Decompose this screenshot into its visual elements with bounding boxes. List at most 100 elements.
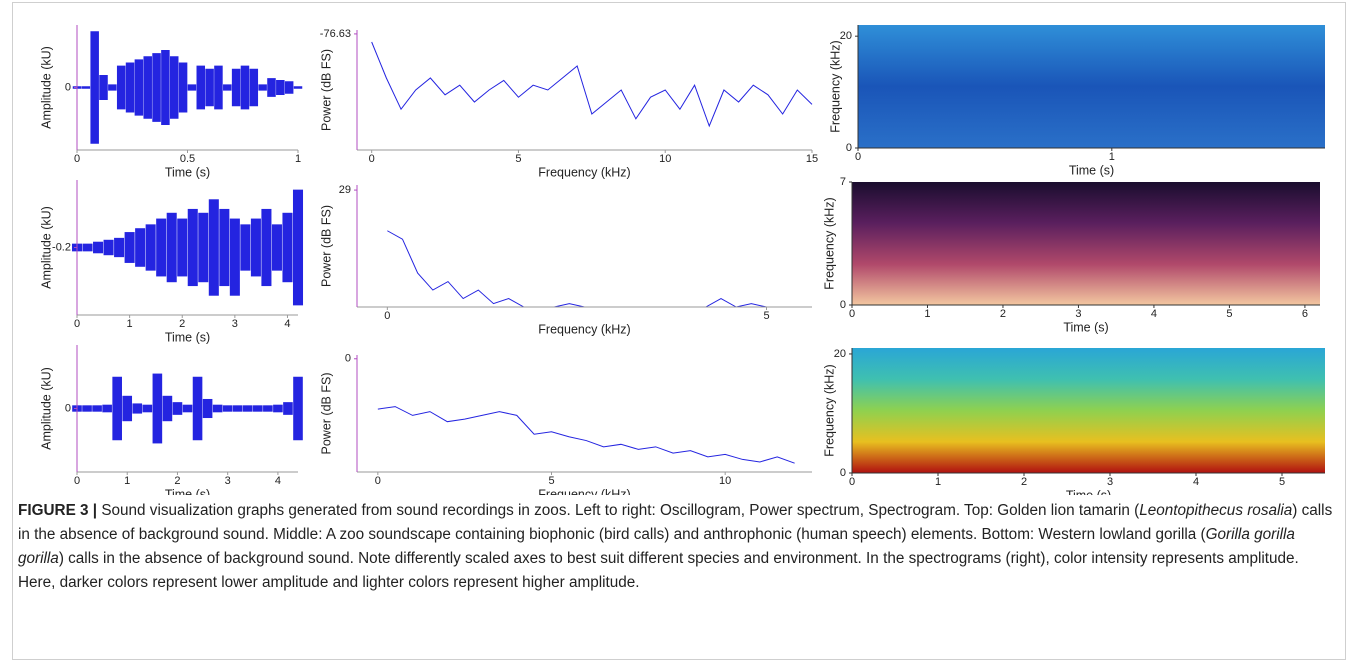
waveform-segment <box>116 65 126 110</box>
caption-text: ) calls in the absence of background sou… <box>18 550 1299 591</box>
y-tick-label: 7 <box>840 176 846 188</box>
waveform-segment <box>124 232 135 263</box>
waveform-segment <box>178 62 188 113</box>
x-tick-label: 0 <box>74 153 80 165</box>
waveform-segment <box>169 56 179 119</box>
waveform-segment <box>282 212 293 283</box>
x-tick-label: 5 <box>548 475 554 487</box>
waveform-segment <box>223 84 232 91</box>
waveform-segment <box>273 404 283 413</box>
waveform-segment <box>293 376 303 441</box>
waveform-segment <box>253 405 263 412</box>
x-tick-label: 5 <box>1226 308 1232 320</box>
waveform-segment <box>231 68 241 107</box>
waveform-segment <box>99 75 108 100</box>
waveform-segment <box>177 218 188 277</box>
x-tick-label: 15 <box>806 153 818 165</box>
x-axis-label: Time (s) <box>165 330 210 344</box>
waveform-segment <box>135 228 146 267</box>
y-tick-label: 0 <box>65 402 71 414</box>
y-axis-label: Frequency (kHz) <box>828 40 842 132</box>
y-tick-label: -76.63 <box>320 28 351 40</box>
x-axis-label: Frequency (kHz) <box>538 322 630 336</box>
waveform-segment <box>82 243 93 252</box>
waveform-segment <box>292 189 304 306</box>
waveform-segment <box>240 65 250 110</box>
waveform-segment <box>125 62 135 113</box>
y-tick-label: 0 <box>840 299 846 311</box>
waveform-segment <box>198 212 209 283</box>
spectrogram-image <box>852 348 1325 473</box>
x-tick-label: 10 <box>719 475 731 487</box>
x-tick-label: 1 <box>295 153 301 165</box>
waveform-segment <box>152 373 163 444</box>
x-tick-label: 3 <box>232 318 238 330</box>
x-tick-label: 6 <box>1302 308 1308 320</box>
x-axis-label: Frequency (kHz) <box>538 165 630 179</box>
x-axis-label: Frequency (kHz) <box>538 487 630 495</box>
waveform-segment <box>102 404 112 413</box>
x-tick-label: 1 <box>924 308 930 320</box>
waveform-segment <box>108 84 117 91</box>
waveform-segment <box>132 403 143 414</box>
y-tick-label: 29 <box>339 184 351 196</box>
y-tick-label: 20 <box>840 30 852 42</box>
x-tick-label: 4 <box>1151 308 1157 320</box>
caption-label: FIGURE 3 | <box>18 502 98 519</box>
waveform-segment <box>249 68 259 107</box>
y-axis-label: Amplitude (kU) <box>39 46 53 129</box>
waveform-segment <box>192 376 203 441</box>
x-axis-label: Time (s) <box>165 487 210 495</box>
x-tick-label: 0 <box>74 475 80 487</box>
y-tick-label: 0 <box>846 142 852 154</box>
power-spectrum <box>377 406 795 464</box>
waveform-segment <box>240 224 251 271</box>
y-tick-label: 20 <box>834 348 846 360</box>
waveform-segment <box>212 404 223 413</box>
waveform-segment <box>145 224 156 271</box>
x-axis-label: Time (s) <box>165 165 210 179</box>
y-axis-label: Power (dB FS) <box>319 49 333 131</box>
waveform-segment <box>156 218 167 277</box>
y-axis-label: Power (dB FS) <box>319 205 333 287</box>
x-tick-label: 0 <box>855 151 861 163</box>
x-tick-label: 0 <box>849 308 855 320</box>
power-spectrum <box>387 230 797 308</box>
spectrogram-image <box>858 25 1325 148</box>
waveform-segment <box>166 212 177 283</box>
y-tick-label: 0 <box>840 467 846 479</box>
x-tick-label: 0 <box>74 318 80 330</box>
waveform-segment <box>263 405 273 412</box>
waveform-segment <box>205 68 214 107</box>
power-spectrum <box>371 41 813 128</box>
caption-text: ) calls in the absence of background sou… <box>18 502 1333 543</box>
caption-species: Gorilla gorilla gorilla <box>18 526 1295 567</box>
x-tick-label: 3 <box>225 475 231 487</box>
y-tick-label: 0 <box>345 353 351 365</box>
y-axis-label: Frequency (kHz) <box>822 197 836 289</box>
waveform-segment <box>271 224 282 271</box>
y-axis-label: Amplitude (kU) <box>39 367 53 450</box>
spectrogram-image <box>852 182 1320 305</box>
y-tick-label: 0 <box>65 81 71 93</box>
x-tick-label: 2 <box>179 318 185 330</box>
x-tick-label: 0 <box>369 153 375 165</box>
x-tick-label: 2 <box>1000 308 1006 320</box>
x-tick-label: 0 <box>384 310 390 322</box>
waveform-segment <box>90 31 99 144</box>
x-tick-label: 4 <box>275 475 281 487</box>
waveform-segment <box>114 237 125 258</box>
waveform-segment <box>81 86 91 89</box>
x-tick-label: 3 <box>1075 308 1081 320</box>
x-tick-label: 0 <box>375 475 381 487</box>
x-tick-label: 2 <box>1021 476 1027 488</box>
waveform-segment <box>172 402 183 415</box>
caption-text: Sound visualization graphs generated fro… <box>101 502 1140 519</box>
waveform-segment <box>122 395 133 422</box>
waveform-segment <box>229 218 240 296</box>
waveform-segment <box>161 50 170 125</box>
figure-frame <box>12 2 1346 660</box>
waveform-segment <box>219 208 230 287</box>
waveform-segment <box>202 398 213 419</box>
